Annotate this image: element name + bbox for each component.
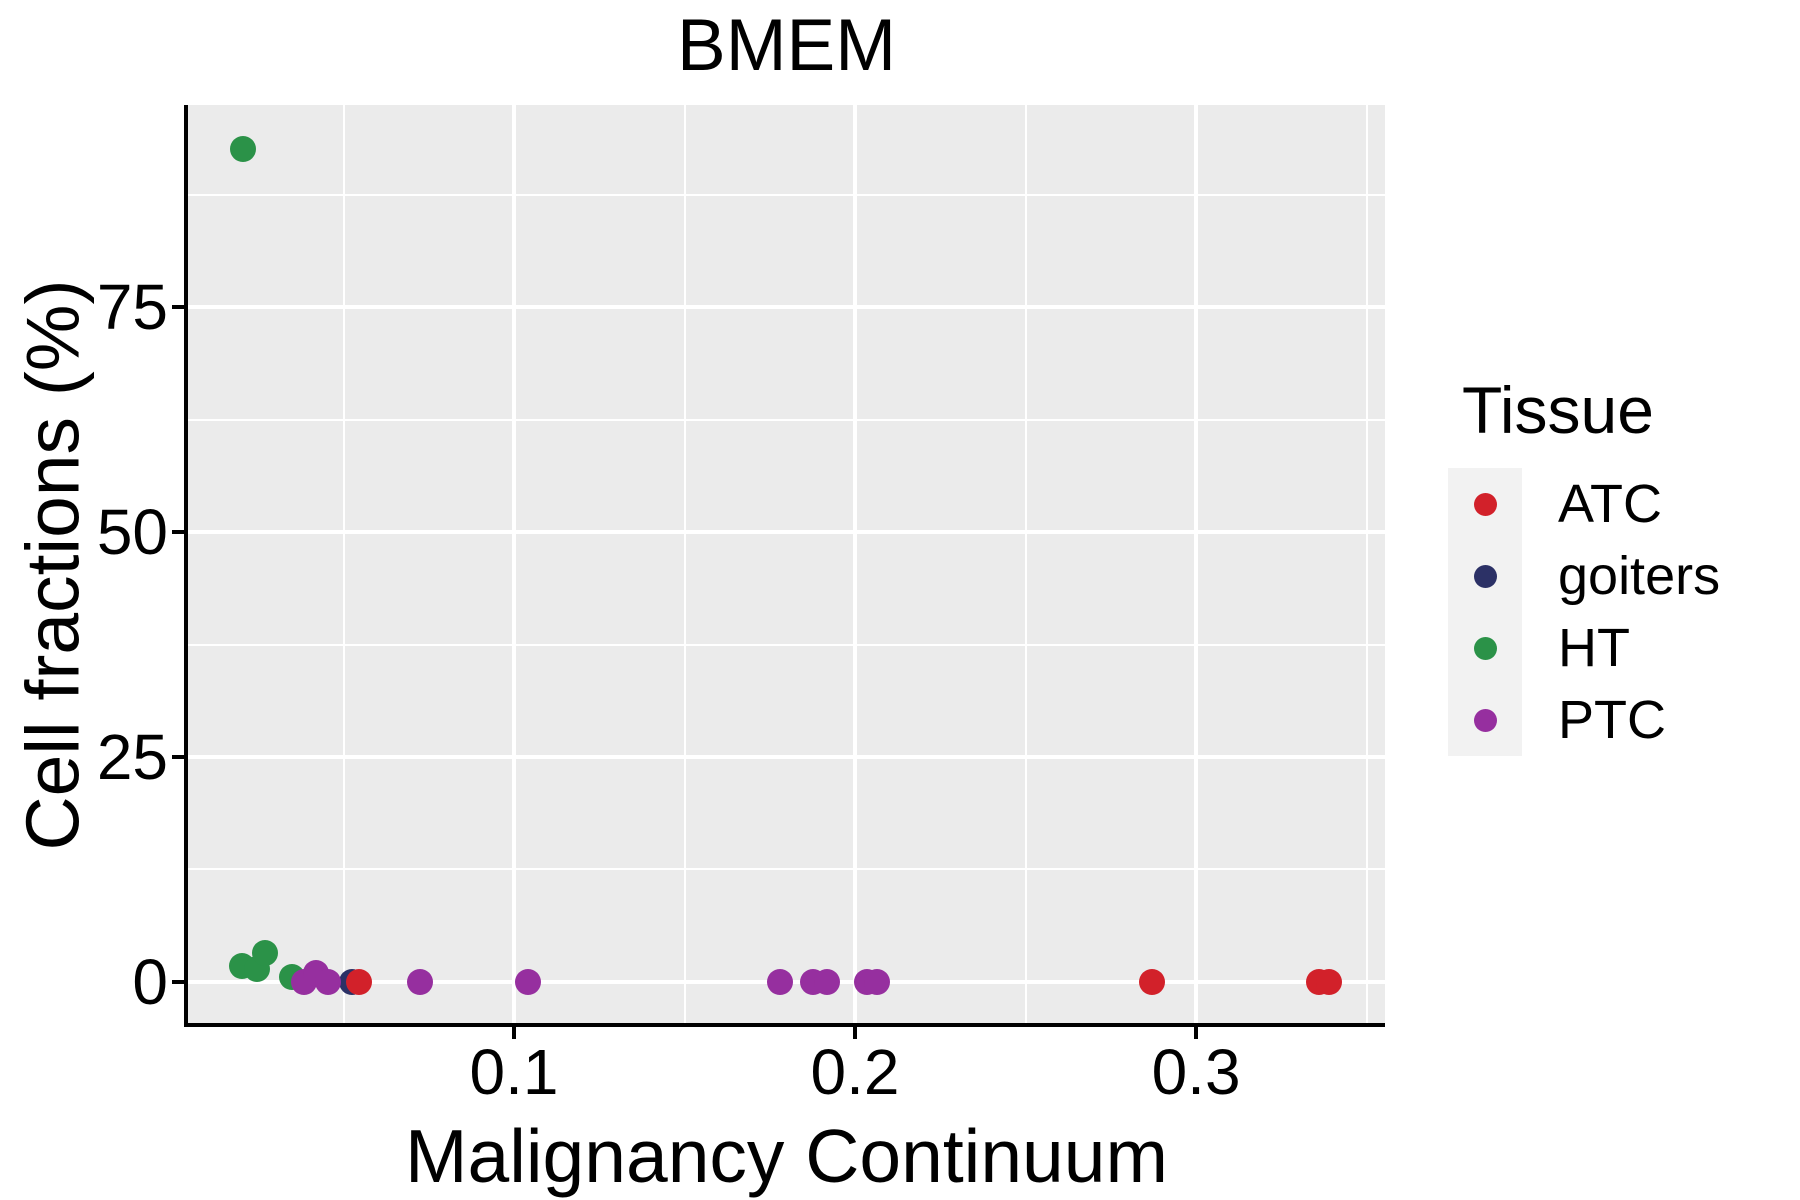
- y-minor-gridline: [188, 868, 1385, 871]
- x-tick: [1194, 1027, 1199, 1039]
- legend-item-PTC: PTC: [1448, 684, 1778, 756]
- x-minor-gridline: [1365, 105, 1368, 1025]
- y-tick-label: 0: [132, 945, 168, 1018]
- data-point-ATC: [345, 968, 372, 995]
- y-tick-label: 50: [96, 496, 168, 569]
- y-tick: [172, 755, 184, 759]
- x-major-gridline: [1194, 105, 1199, 1025]
- y-axis-title-wrap: Cell fractions (%): [10, 105, 94, 1025]
- y-major-gridline: [188, 305, 1385, 310]
- x-minor-gridline: [342, 105, 345, 1025]
- legend-key: [1448, 540, 1522, 612]
- plot-panel: [188, 105, 1385, 1025]
- data-point-ATC: [1138, 968, 1165, 995]
- y-major-gridline: [188, 530, 1385, 535]
- data-point-PTC: [407, 968, 434, 995]
- x-axis-title: Malignancy Continuum: [405, 1114, 1168, 1198]
- y-major-gridline: [188, 755, 1385, 759]
- x-major-gridline: [512, 105, 517, 1025]
- legend-dot-HT: [1473, 636, 1497, 660]
- legend-label: HT: [1558, 618, 1630, 678]
- x-tick: [853, 1027, 858, 1039]
- legend-title: Tissue: [1462, 373, 1654, 447]
- legend-item-HT: HT: [1448, 612, 1778, 684]
- x-axis-line: [184, 1023, 1385, 1027]
- data-point-PTC: [767, 968, 794, 995]
- y-tick-label: 75: [96, 271, 168, 344]
- data-point-PTC: [814, 968, 841, 995]
- legend-dot-ATC: [1473, 492, 1497, 516]
- legend-key: [1448, 468, 1522, 540]
- legend-key: [1448, 684, 1522, 756]
- legend-key: [1448, 612, 1522, 684]
- x-tick-label: 0.1: [469, 1036, 559, 1108]
- y-minor-gridline: [188, 193, 1385, 196]
- y-minor-gridline: [188, 643, 1385, 646]
- legend: Tissue ATC goiters HT PTC: [1448, 370, 1778, 756]
- x-tick-label: 0.3: [1151, 1036, 1241, 1108]
- y-tick: [172, 305, 184, 310]
- legend-label: PTC: [1558, 690, 1666, 750]
- y-axis-line: [184, 105, 188, 1027]
- data-point-PTC: [315, 968, 342, 995]
- data-point-PTC: [514, 968, 541, 995]
- legend-dot-goiters: [1473, 564, 1497, 588]
- y-axis-title: Cell fractions (%): [10, 279, 94, 851]
- y-minor-gridline: [188, 418, 1385, 421]
- legend-items: ATC goiters HT PTC: [1448, 468, 1778, 756]
- data-point-PTC: [864, 968, 891, 995]
- y-tick: [172, 979, 184, 984]
- legend-dot-PTC: [1473, 708, 1497, 732]
- legend-item-ATC: ATC: [1448, 468, 1778, 540]
- y-tick: [172, 530, 184, 535]
- data-point-HT: [229, 135, 256, 162]
- x-tick: [512, 1027, 517, 1039]
- legend-item-goiters: goiters: [1448, 540, 1778, 612]
- plot-title: BMEM: [677, 5, 896, 86]
- x-minor-gridline: [1024, 105, 1027, 1025]
- x-minor-gridline: [683, 105, 686, 1025]
- legend-label: ATC: [1558, 474, 1662, 534]
- legend-label: goiters: [1558, 546, 1721, 606]
- data-point-HT: [252, 940, 279, 967]
- y-tick-label: 25: [96, 721, 168, 793]
- data-point-ATC: [1316, 968, 1343, 995]
- x-major-gridline: [853, 105, 858, 1025]
- x-tick-label: 0.2: [810, 1036, 900, 1108]
